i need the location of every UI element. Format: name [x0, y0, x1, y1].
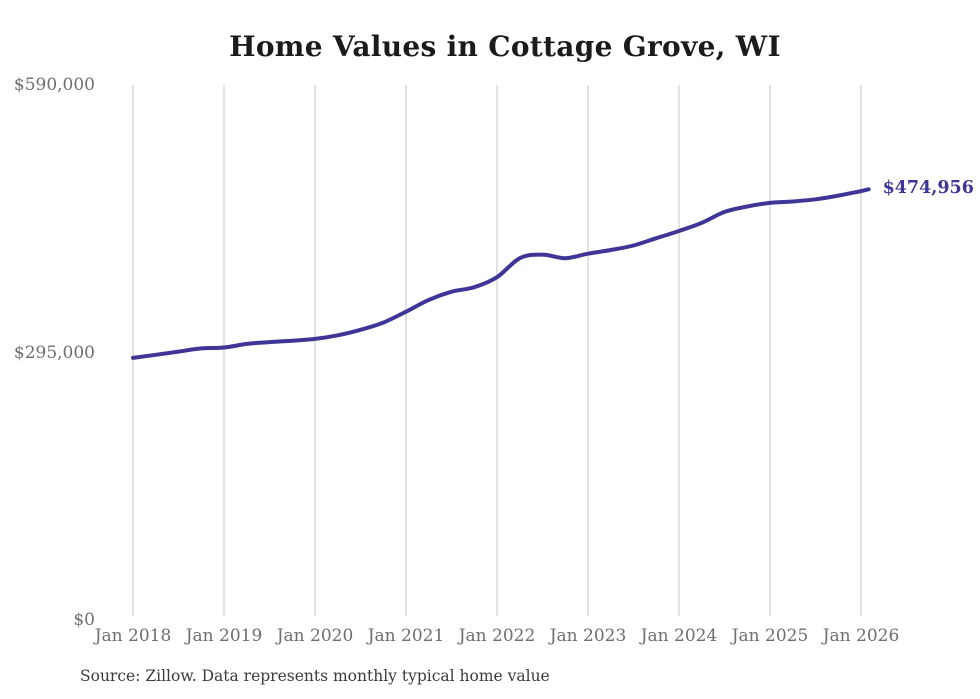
chart-title: Home Values in Cottage Grove, WI — [229, 30, 781, 63]
source-note: Source: Zillow. Data represents monthly … — [80, 667, 550, 685]
home-value-line — [131, 187, 871, 360]
x-axis-label: Jan 2024 — [640, 626, 718, 646]
gridlines — [132, 85, 862, 616]
y-axis-label: $590,000 — [13, 75, 95, 95]
x-axis-label: Jan 2018 — [94, 626, 172, 646]
y-axis-label: $0 — [73, 610, 95, 630]
x-axis-label: Jan 2021 — [367, 626, 445, 646]
x-axis-label: Jan 2019 — [185, 626, 263, 646]
x-axis-label: Jan 2023 — [549, 626, 627, 646]
x-axis-label: Jan 2026 — [822, 626, 900, 646]
x-axis-label: Jan 2025 — [731, 626, 809, 646]
x-axis-label: Jan 2022 — [458, 626, 536, 646]
y-axis-label: $295,000 — [13, 342, 95, 363]
final-value-label: $474,956 — [882, 178, 974, 199]
x-axis-label: Jan 2020 — [276, 626, 354, 646]
